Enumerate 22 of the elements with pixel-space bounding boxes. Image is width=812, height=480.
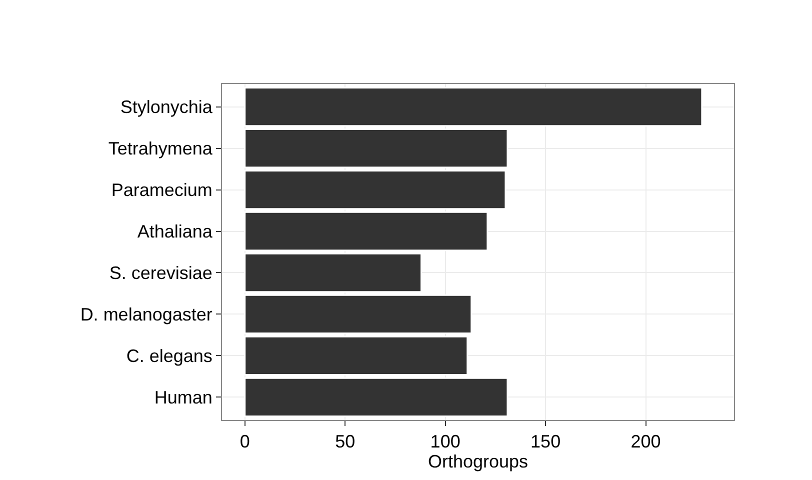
x-tick-label: 200 (630, 432, 661, 452)
x-tick-label: 0 (240, 432, 250, 452)
y-tick-label: S. cerevisiae (109, 263, 212, 284)
y-tick-label: Stylonychia (120, 97, 214, 118)
y-tick-label: C. elegans (126, 346, 212, 366)
bar (244, 336, 468, 376)
bar (244, 377, 508, 418)
x-tick-label: 150 (530, 432, 561, 452)
bar (244, 252, 422, 293)
y-tick-label: Paramecium (111, 180, 212, 200)
y-tick-label: Tetrahymena (108, 138, 214, 159)
bar (244, 211, 488, 252)
x-axis-title: Orthogroups (428, 452, 528, 472)
y-tick-label: Human (154, 387, 212, 408)
bar (244, 294, 472, 334)
bar (244, 170, 506, 210)
bar (244, 128, 508, 168)
y-tick-label: Athaliana (137, 222, 214, 242)
y-tick-label: D. melanogaster (80, 304, 212, 325)
x-tick-label: 50 (335, 432, 356, 452)
bar (244, 86, 703, 127)
x-tick-label: 100 (430, 432, 460, 452)
